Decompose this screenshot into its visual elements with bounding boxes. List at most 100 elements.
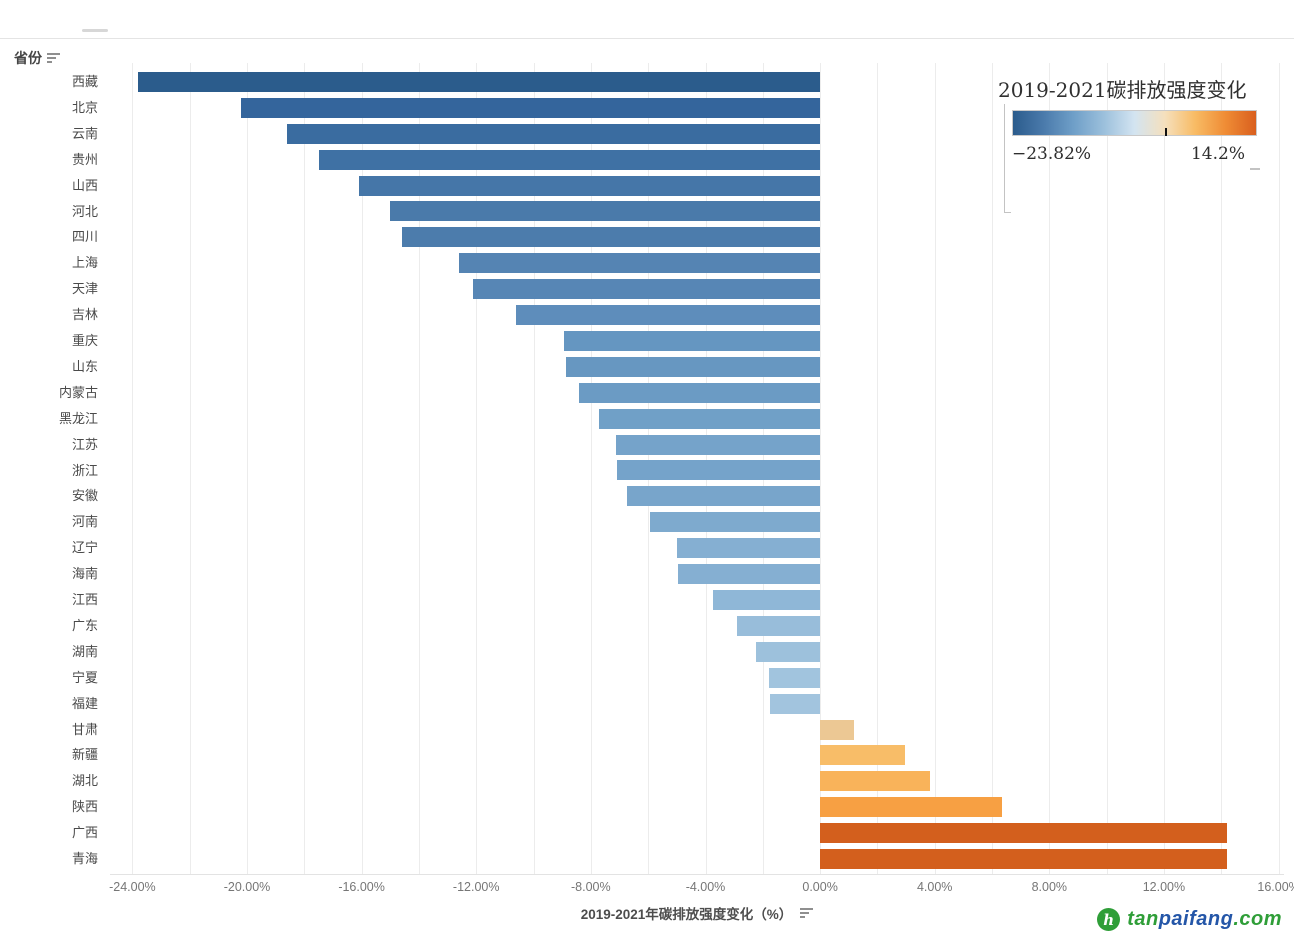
brand-text-part: .com [1233, 908, 1282, 930]
bar-上海[interactable] [459, 253, 821, 274]
bar-天津[interactable] [473, 279, 820, 300]
y-label-上海[interactable]: 上海 [71, 255, 98, 271]
y-label-陕西[interactable]: 陕西 [71, 799, 98, 815]
bar-云南[interactable] [287, 123, 821, 144]
brand-text-part: tan [1127, 908, 1159, 930]
bar-江苏[interactable] [616, 434, 820, 455]
bar-内蒙古[interactable] [579, 382, 821, 403]
y-label-江苏[interactable]: 江苏 [71, 436, 98, 452]
y-label-西藏[interactable]: 西藏 [71, 74, 98, 89]
y-label-贵州[interactable]: 贵州 [71, 151, 98, 167]
y-label-湖北[interactable]: 湖北 [71, 773, 98, 789]
x-tick-16: 16.00% [1257, 880, 1294, 894]
y-label-宁夏[interactable]: 宁夏 [71, 669, 98, 685]
y-label-新疆[interactable]: 新疆 [71, 747, 98, 763]
x-axis-title-row: 2019-2021年碳排放强度变化（%） [110, 903, 1284, 924]
sort-icon[interactable] [47, 52, 60, 64]
gridline [361, 63, 363, 874]
plot-area [110, 63, 1284, 875]
gridline [247, 63, 248, 874]
bar-四川[interactable] [401, 227, 821, 248]
bar-重庆[interactable] [564, 330, 821, 351]
legend-zero-tick [1165, 128, 1168, 136]
x-tick-8: 8.00% [1031, 880, 1068, 894]
x-axis-sort-icon[interactable] [800, 907, 814, 919]
y-label-湖南[interactable]: 湖南 [71, 643, 98, 659]
y-label-北京[interactable]: 北京 [71, 99, 98, 115]
bar-新疆[interactable] [820, 745, 906, 766]
y-axis-header: 省份 [14, 48, 60, 68]
bar-安徽[interactable] [626, 486, 820, 507]
y-label-安徽[interactable]: 安徽 [71, 488, 98, 504]
y-label-广东[interactable]: 广东 [71, 617, 98, 633]
x-tick--4: -4.00% [685, 880, 726, 894]
y-label-辽宁[interactable]: 辽宁 [71, 540, 98, 556]
bar-福建[interactable] [770, 693, 821, 714]
bar-青海[interactable] [820, 849, 1227, 869]
gridline [418, 63, 420, 874]
bar-陕西[interactable] [820, 797, 1003, 818]
x-axis-ticks: -24.00% -20.00% -16.00% -12.00% -8.00% -4.00%… [109, 880, 1294, 898]
y-label-青海[interactable]: 青海 [71, 851, 98, 866]
y-label-重庆[interactable]: 重庆 [71, 333, 98, 348]
gridline [1278, 63, 1280, 874]
bar-广东[interactable] [736, 615, 821, 636]
gridline [934, 63, 936, 874]
bar-广西[interactable] [820, 823, 1227, 843]
bar-黑龙江[interactable] [599, 408, 820, 429]
bar-河北[interactable] [390, 201, 820, 222]
y-label-山东[interactable]: 山东 [71, 358, 98, 374]
bar-湖南[interactable] [755, 641, 821, 662]
y-label-河北[interactable]: 河北 [71, 203, 98, 219]
y-label-天津[interactable]: 天津 [71, 281, 98, 297]
gridline [1221, 63, 1223, 874]
y-label-甘肃[interactable]: 甘肃 [71, 721, 98, 737]
y-label-黑龙江[interactable]: 黑龙江 [58, 410, 98, 426]
gridline [476, 63, 478, 874]
legend-resize-dash [1250, 168, 1260, 170]
gridline [820, 63, 822, 874]
bar-河南[interactable] [649, 512, 821, 533]
gridline [1106, 63, 1108, 874]
y-label-山西[interactable]: 山西 [71, 177, 98, 193]
gridline [1163, 63, 1165, 874]
top-handle-dash [82, 29, 108, 32]
x-tick-0: 0.00% [802, 880, 838, 894]
legend-range-labels: −23.82% 14.2% [1012, 144, 1245, 164]
y-label-福建[interactable]: 福建 [71, 695, 98, 711]
brand-text-part: paifang [1158, 908, 1234, 930]
bar-浙江[interactable] [616, 460, 821, 481]
bar-湖北[interactable] [820, 771, 931, 792]
y-label-浙江[interactable]: 浙江 [71, 462, 98, 478]
bar-山西[interactable] [358, 175, 820, 196]
y-axis-labels: 西藏北京云南贵州山西河北四川上海天津吉林重庆山东内蒙古黑龙江江苏浙江安徽河南辽宁… [0, 63, 104, 874]
bar-宁夏[interactable] [769, 667, 821, 688]
y-label-内蒙古[interactable]: 内蒙古 [58, 384, 98, 400]
bar-江西[interactable] [712, 590, 821, 610]
bar-辽宁[interactable] [677, 538, 821, 559]
bar-海南[interactable] [678, 564, 820, 584]
x-axis-title: 2019-2021年碳排放强度变化（%） [580, 907, 793, 922]
y-label-广西[interactable]: 广西 [71, 825, 98, 841]
bar-甘肃[interactable] [820, 719, 854, 740]
y-label-江西[interactable]: 江西 [71, 592, 98, 607]
x-tick--24: -24.00% [109, 880, 156, 894]
color-legend: 2019-2021碳排放强度变化 −23.82% 14.2% [998, 74, 1266, 213]
legend-color-ramp [1012, 110, 1257, 136]
bar-北京[interactable] [241, 97, 820, 118]
y-label-河南[interactable]: 河南 [71, 514, 98, 530]
tanpaifang-watermark[interactable]: h tanpaifang.com [1097, 908, 1282, 931]
y-label-四川[interactable]: 四川 [71, 229, 98, 245]
y-label-海南[interactable]: 海南 [71, 566, 98, 582]
bar-西藏[interactable] [137, 71, 821, 92]
y-label-云南[interactable]: 云南 [71, 125, 98, 141]
bar-贵州[interactable] [318, 149, 821, 170]
legend-title: 2019-2021碳排放强度变化 [998, 78, 1247, 102]
bar-山东[interactable] [565, 356, 821, 377]
y-label-吉林[interactable]: 吉林 [71, 307, 98, 323]
gridline [533, 63, 535, 874]
bar-吉林[interactable] [516, 305, 820, 325]
y-axis-title: 省份 [14, 52, 42, 67]
gridline [304, 63, 306, 874]
